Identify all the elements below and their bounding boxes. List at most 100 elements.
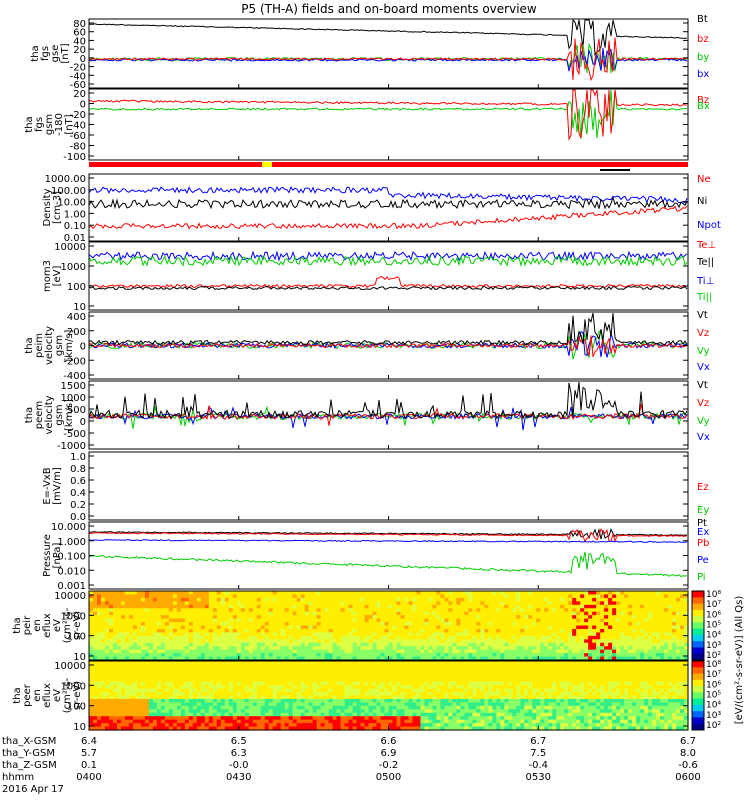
spectrogram-cell bbox=[244, 608, 250, 613]
spectrogram-cell bbox=[496, 604, 501, 609]
spectrogram-cell bbox=[496, 642, 501, 647]
spectrogram-cell bbox=[148, 601, 154, 606]
spectrogram-cell bbox=[272, 594, 278, 599]
spectrogram-cell bbox=[256, 656, 262, 661]
spectrogram-cell bbox=[196, 719, 202, 724]
y-tick-label: 1500 bbox=[61, 381, 86, 392]
spectrogram-cell bbox=[608, 597, 613, 602]
spectrogram-cell bbox=[272, 705, 278, 710]
spectrogram-cell bbox=[368, 716, 374, 721]
spectrogram-cell bbox=[136, 719, 142, 724]
spectrogram-cell bbox=[656, 622, 661, 627]
spectrogram-cell bbox=[588, 649, 593, 654]
spectrogram-cell bbox=[228, 653, 234, 658]
spectrogram-cell bbox=[184, 664, 190, 669]
spectrogram-cell bbox=[288, 695, 294, 700]
spectrogram-cell bbox=[92, 622, 98, 627]
spectrogram-cell bbox=[624, 656, 629, 661]
spectrogram-cell bbox=[304, 667, 310, 672]
spectrogram-cell bbox=[440, 622, 445, 627]
spectrogram-cell bbox=[220, 685, 226, 690]
spectrogram-cell bbox=[596, 653, 601, 658]
spectrogram-cell bbox=[312, 656, 318, 661]
spectrogram-cell bbox=[620, 601, 625, 606]
spectrogram-cell bbox=[112, 618, 118, 623]
spectrogram-cell bbox=[292, 661, 298, 666]
spectrogram-cell bbox=[560, 625, 565, 630]
spectrogram-cell bbox=[412, 664, 418, 669]
spectrogram-cell bbox=[188, 594, 194, 599]
spectrogram-cell bbox=[176, 685, 182, 690]
spectrogram-cell bbox=[500, 622, 505, 627]
spectrogram-cell bbox=[584, 597, 589, 602]
spectrogram-cell bbox=[284, 591, 290, 596]
spectrogram-cell bbox=[412, 639, 418, 644]
spectrogram-cell bbox=[168, 639, 174, 644]
spectrogram-cell bbox=[632, 639, 637, 644]
spectrogram-cell bbox=[184, 591, 190, 596]
spectrogram-cell bbox=[89, 622, 94, 627]
spectrogram-cell bbox=[208, 705, 214, 710]
spectrogram-cell bbox=[284, 719, 290, 724]
spectrogram-cell bbox=[256, 628, 262, 633]
spectrogram-cell bbox=[268, 632, 274, 637]
spectrogram-cell bbox=[256, 642, 262, 647]
spectrogram-cell bbox=[96, 628, 102, 633]
spectrogram-cell bbox=[648, 656, 653, 661]
spectrogram-cell bbox=[136, 716, 142, 721]
spectrogram-cell bbox=[564, 591, 569, 596]
spectrogram-cell bbox=[156, 667, 162, 672]
spectrogram-cell bbox=[600, 601, 605, 606]
spectrogram-cell bbox=[432, 622, 438, 627]
spectrogram-cell bbox=[364, 628, 370, 633]
spectrogram-cell bbox=[620, 604, 625, 609]
spectrogram-cell bbox=[304, 611, 310, 616]
spectrogram-cell bbox=[544, 625, 549, 630]
spectrogram-cell bbox=[188, 639, 194, 644]
spectrogram-cell bbox=[148, 692, 154, 697]
spectrogram-cell bbox=[420, 618, 426, 623]
spectrogram-cell bbox=[208, 591, 214, 596]
spectrogram-cell bbox=[324, 611, 330, 616]
spectrogram-cell bbox=[384, 615, 390, 620]
spectrogram-cell bbox=[276, 622, 282, 627]
spectrogram-cell bbox=[248, 632, 254, 637]
spectrogram-cell bbox=[684, 628, 689, 633]
spectrogram-cell bbox=[152, 692, 158, 697]
spectrogram-cell bbox=[132, 719, 138, 724]
spectrogram-cell bbox=[500, 649, 505, 654]
spectrogram-cell bbox=[400, 608, 406, 613]
spectrogram-cell bbox=[432, 649, 438, 654]
spectrogram-cell bbox=[196, 622, 202, 627]
spectrogram-cell bbox=[212, 597, 218, 602]
spectrogram-cell bbox=[124, 615, 130, 620]
spectrogram-cell bbox=[672, 656, 677, 661]
spectrogram-cell bbox=[484, 628, 489, 633]
spectrogram-cell bbox=[332, 611, 338, 616]
spectrogram-cell bbox=[348, 667, 354, 672]
spectrogram-cell bbox=[320, 698, 326, 703]
spectrogram-cell bbox=[152, 656, 158, 661]
spectrogram-cell bbox=[136, 667, 142, 672]
spectrogram-cell bbox=[232, 726, 238, 731]
spectrogram-cell bbox=[140, 618, 146, 623]
spectrogram-cell bbox=[232, 642, 238, 647]
spectrogram-cell bbox=[592, 625, 597, 630]
spectrogram-cell bbox=[280, 664, 286, 669]
spectrogram-cell bbox=[652, 591, 657, 596]
spectrogram-cell bbox=[140, 695, 146, 700]
spectrogram-cell bbox=[476, 615, 481, 620]
spectrogram-cell bbox=[188, 702, 194, 707]
spectrogram-cell bbox=[420, 656, 426, 661]
spectrogram-cell bbox=[172, 618, 178, 623]
spectrogram-cell bbox=[172, 622, 178, 627]
spectrogram-cell bbox=[344, 664, 350, 669]
spectrogram-cell bbox=[544, 608, 549, 613]
series-line-Bt bbox=[89, 18, 688, 57]
spectrogram-cell bbox=[212, 723, 218, 728]
spectrogram-cell bbox=[336, 709, 342, 714]
spectrogram-cell bbox=[412, 646, 418, 651]
spectrogram-cell bbox=[488, 591, 493, 596]
spectrogram-cell bbox=[200, 695, 206, 700]
